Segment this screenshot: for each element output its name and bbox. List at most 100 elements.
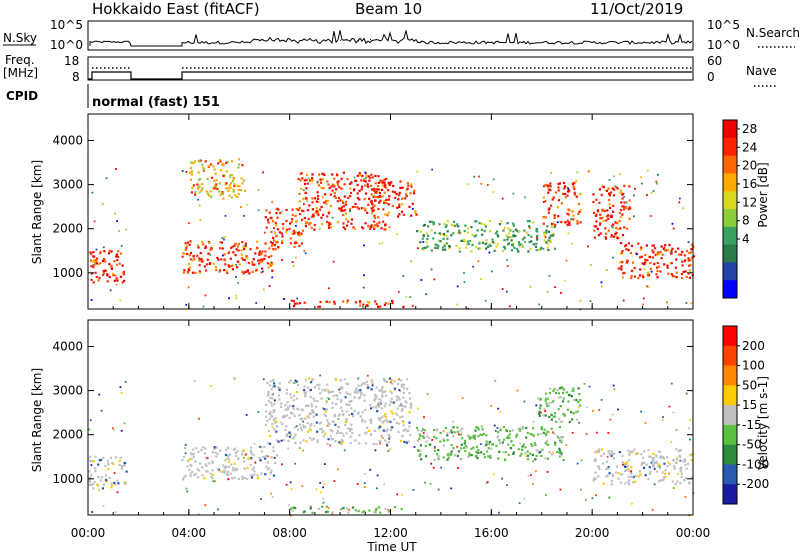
- echo-cell: [475, 246, 478, 249]
- echo-cell: [294, 433, 297, 436]
- echo-cell: [604, 189, 607, 191]
- echo-cell: [475, 234, 478, 237]
- echo-cell: [613, 388, 616, 391]
- echo-cell: [201, 163, 204, 166]
- echo-cell: [364, 177, 367, 180]
- echo-cell: [342, 171, 345, 174]
- echo-cell: [421, 428, 425, 431]
- echo-cell: [309, 507, 312, 510]
- echo-cell: [376, 474, 379, 477]
- echo-cell: [321, 172, 324, 175]
- echo-cell: [297, 208, 300, 212]
- echo-cell: [236, 468, 239, 471]
- echo-cell: [621, 234, 625, 237]
- echo-cell: [619, 173, 622, 176]
- echo-cell: [231, 477, 234, 480]
- echo-cell: [320, 216, 323, 219]
- echo-cell: [223, 258, 226, 261]
- echo-cell: [370, 225, 373, 228]
- echo-cell: [374, 300, 377, 303]
- echo-cell: [669, 463, 672, 466]
- echo-cell: [466, 434, 469, 437]
- echo-cell: [244, 242, 247, 245]
- echo-cell: [549, 182, 552, 185]
- echo-cell: [102, 505, 105, 507]
- echo-cell: [432, 223, 435, 226]
- echo-cell: [379, 419, 382, 422]
- echo-cell: [512, 242, 515, 245]
- echo-cell: [575, 410, 578, 413]
- echo-cell: [422, 248, 425, 251]
- echo-cell: [688, 481, 691, 484]
- echo-cell: [361, 411, 364, 414]
- echo-cell: [215, 455, 218, 458]
- echo-cell: [295, 256, 297, 259]
- echo-cell: [310, 423, 313, 426]
- echo-cell: [580, 459, 583, 462]
- echo-cell: [335, 188, 338, 191]
- echo-cell: [577, 212, 580, 215]
- echo-cell: [207, 252, 210, 255]
- echo-cell: [547, 431, 551, 434]
- echo-cell: [216, 187, 219, 190]
- echo-cell: [407, 184, 410, 187]
- echo-cell: [119, 456, 122, 459]
- echo-cell: [243, 247, 246, 251]
- echo-cell: [649, 455, 652, 458]
- echo-cell: [306, 422, 309, 425]
- echo-cell: [264, 410, 268, 413]
- echo-cell: [264, 242, 267, 245]
- echo-cell: [186, 252, 189, 256]
- echo-cell: [338, 388, 340, 391]
- echo-cell: [563, 187, 566, 190]
- echo-cell: [464, 224, 467, 227]
- echo-cell: [226, 454, 230, 457]
- echo-cell: [483, 456, 487, 459]
- echo-cell: [471, 233, 474, 237]
- echo-cell: [372, 442, 375, 446]
- echo-cell: [441, 246, 445, 249]
- echo-cell: [196, 468, 199, 471]
- echo-cell: [535, 454, 538, 457]
- echo-cell: [543, 408, 546, 411]
- echo-cell: [228, 194, 231, 197]
- echo-cell: [302, 189, 305, 192]
- echo-cell: [364, 208, 367, 211]
- echo-cell: [246, 478, 249, 481]
- echo-cell: [364, 472, 366, 475]
- echo-cell: [311, 201, 314, 204]
- echo-cell: [377, 403, 379, 406]
- echo-cell: [273, 239, 276, 242]
- echo-cell: [374, 396, 377, 399]
- echo-cell: [272, 244, 275, 246]
- echo-cell: [415, 213, 418, 216]
- echo-cell: [539, 404, 542, 407]
- echo-cell: [333, 415, 336, 418]
- echo-cell: [457, 225, 460, 228]
- echo-cell: [233, 244, 236, 247]
- echo-cell: [442, 437, 445, 441]
- echo-cell: [291, 437, 295, 440]
- echo-cell: [243, 215, 245, 217]
- echo-cell: [210, 176, 214, 179]
- echo-cell: [289, 481, 292, 484]
- echo-cell: [518, 230, 521, 233]
- echo-cell: [408, 421, 411, 424]
- echo-cell: [204, 447, 207, 450]
- echo-cell: [342, 205, 345, 208]
- echo-cell: [97, 475, 100, 478]
- echo-cell: [94, 470, 97, 473]
- echo-cell: [245, 414, 248, 416]
- echo-cell: [544, 441, 547, 444]
- echo-cell: [364, 409, 367, 412]
- echo-cell: [422, 436, 426, 439]
- nsky-label: N.Sky: [3, 31, 37, 45]
- echo-cell: [350, 407, 353, 410]
- echo-cell: [567, 400, 570, 403]
- echo-cell: [345, 224, 349, 227]
- echo-cell: [214, 265, 217, 269]
- echo-cell: [240, 206, 242, 209]
- echo-cell: [425, 440, 428, 443]
- echo-cell: [644, 258, 647, 261]
- echo-cell: [655, 273, 658, 276]
